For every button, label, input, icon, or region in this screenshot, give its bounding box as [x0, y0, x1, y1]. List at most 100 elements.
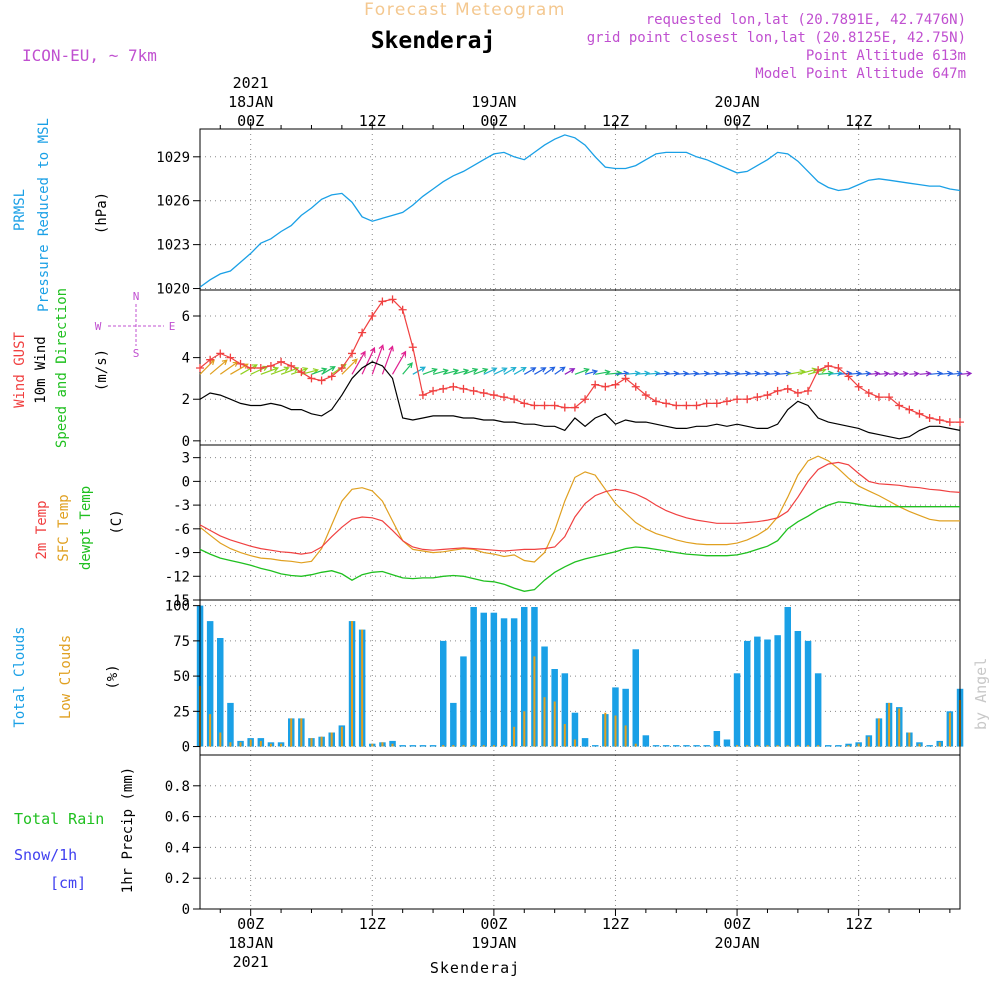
clouds-frame: [199, 599, 961, 756]
pressure-panel: 1020 1023 1026 1029 PRMSL Pressure Reduced …: [12, 118, 961, 312]
wind-arrow: [361, 346, 376, 375]
time-label: 00Z: [724, 915, 751, 933]
total-cloud-bar: [460, 656, 467, 747]
gust-marker: [874, 393, 883, 402]
total-cloud-bar: [561, 673, 569, 747]
gust-marker: [956, 418, 964, 427]
clouds-label-1: Total Clouds: [12, 626, 28, 727]
pressure-label-2: Pressure Reduced to MSL: [36, 118, 52, 312]
low-cloud-bar: [533, 656, 536, 747]
gridpoint-coords: grid point closest lon,lat (20.8125E, 42…: [587, 30, 966, 46]
low-cloud-bar: [523, 711, 526, 747]
low-cloud-bar: [442, 745, 445, 747]
y-tick-label: 3: [182, 451, 190, 467]
low-cloud-bar: [786, 745, 789, 747]
clouds-panel: 0 25 50 75 100 Total Clouds Low Clouds (%): [12, 599, 964, 756]
low-cloud-bar: [330, 732, 333, 747]
gust-marker: [763, 391, 772, 400]
gust-marker: [378, 297, 387, 306]
low-cloud-bar: [381, 742, 384, 747]
gust-marker: [520, 399, 529, 408]
product-title: Forecast Meteogram: [364, 0, 566, 20]
wind-arrow: [463, 367, 479, 375]
low-cloud-bar: [817, 745, 820, 747]
wind-arrow: [777, 370, 792, 377]
wind-arrow: [939, 370, 954, 377]
wind-arrow: [381, 345, 394, 375]
wind-arrow: [209, 359, 228, 375]
time-label: 19JAN: [471, 93, 516, 111]
wind-arrow: [402, 362, 413, 375]
low-cloud-bar: [249, 739, 252, 747]
y-tick-label: 75: [173, 634, 190, 650]
low-cloud-bar: [847, 745, 850, 747]
gust-marker: [743, 395, 752, 404]
low-cloud-bar: [361, 629, 364, 747]
gust-marker: [510, 395, 519, 404]
y-tick-label: 1026: [156, 194, 190, 210]
wind-arrow: [676, 370, 690, 377]
gust-marker: [662, 399, 671, 408]
wind-arrow: [959, 370, 973, 377]
wind-arrow: [716, 370, 731, 377]
compass-n: N: [133, 290, 140, 303]
gust-marker: [885, 393, 894, 402]
y-tick-label: 1023: [156, 238, 190, 254]
gust-marker: [550, 401, 559, 410]
pressure-label-1: PRMSL: [12, 189, 28, 231]
wind-arrow: [757, 370, 771, 377]
total-cloud-bar: [703, 745, 710, 747]
gust-marker: [915, 409, 924, 418]
gust-marker: [854, 382, 863, 391]
gust-marker: [226, 353, 235, 362]
precip-label-cm: [cm]: [50, 874, 86, 892]
gust-marker: [611, 380, 620, 389]
time-label: 00Z: [237, 915, 264, 933]
compass-e: E: [169, 320, 176, 333]
low-cloud-bar: [472, 745, 475, 747]
gust-marker: [449, 382, 458, 391]
gust-marker: [408, 343, 417, 352]
y-tick-label: 1029: [156, 150, 190, 166]
time-label: 00Z: [724, 112, 751, 130]
gust-marker: [256, 364, 265, 373]
low-cloud-bar: [918, 743, 921, 747]
wind-arrow: [726, 370, 741, 377]
wind-arrow: [747, 370, 761, 377]
requested-coords: requested lon,lat (20.7891E, 42.7476N): [646, 12, 966, 28]
total-cloud-bar: [683, 745, 690, 747]
gust-marker: [418, 391, 427, 400]
wind-arrow: [605, 370, 623, 377]
time-label: 12Z: [602, 915, 629, 933]
gust-marker: [358, 328, 367, 337]
total-cloud-bar: [592, 745, 599, 747]
wind-arrow: [848, 370, 862, 377]
y-tick-label: -9: [173, 546, 190, 562]
wind-arrow: [412, 366, 426, 375]
low-cloud-bar: [320, 736, 323, 747]
wind-panel: 0 2 4 6 Wind GUST 10m Wind Speed and Direct…: [12, 288, 973, 450]
gust-marker: [621, 374, 630, 383]
wind-arrow: [666, 370, 680, 377]
wind-arrow: [534, 367, 547, 375]
model-altitude: Model Point Altitude 647m: [755, 66, 966, 82]
total-cloud-bar: [399, 745, 406, 747]
y-tick-label: 25: [173, 704, 190, 720]
low-cloud-bar: [736, 745, 739, 747]
total-cloud-bar: [693, 745, 700, 747]
y-tick-label: 6: [182, 309, 190, 325]
gust-marker: [844, 372, 853, 381]
total-cloud-bar: [642, 735, 650, 747]
gust-marker: [601, 382, 610, 391]
wind-label-2: 10m Wind: [33, 336, 49, 403]
wind-arrow: [453, 368, 470, 375]
compass-rose: N S W E: [95, 290, 176, 360]
gust-marker: [712, 399, 721, 408]
wind-arrow: [544, 366, 556, 375]
wind-arrow: [645, 370, 661, 377]
total-cloud-bar: [774, 635, 781, 747]
total-cloud-bar: [784, 607, 791, 747]
low-cloud-bar: [746, 745, 749, 747]
gust-marker: [702, 399, 711, 408]
